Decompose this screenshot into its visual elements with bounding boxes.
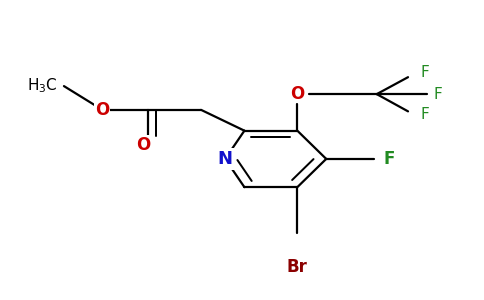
Text: Br: Br [287, 258, 308, 276]
Text: F: F [420, 65, 429, 80]
Text: N: N [218, 150, 233, 168]
Text: O: O [95, 101, 109, 119]
Text: F: F [420, 107, 429, 122]
Text: H$_3$C: H$_3$C [28, 77, 58, 95]
Text: F: F [434, 87, 442, 102]
Text: O: O [136, 136, 151, 154]
Text: F: F [384, 150, 395, 168]
Text: O: O [290, 85, 304, 103]
